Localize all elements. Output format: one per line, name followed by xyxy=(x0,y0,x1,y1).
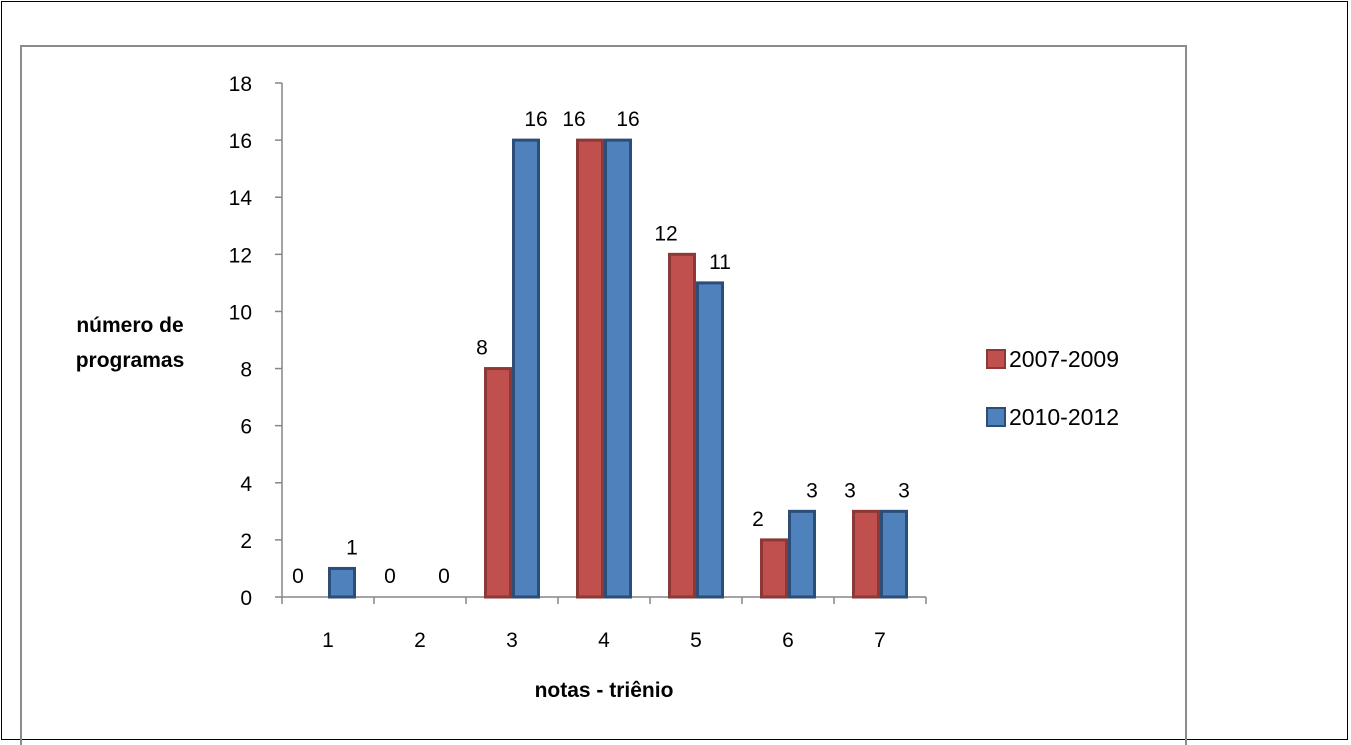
data-label: 16 xyxy=(616,108,639,131)
bar-2007-2009-6 xyxy=(760,538,788,599)
x-tick-label: 2 xyxy=(414,629,426,652)
bar-2010-2012-3 xyxy=(512,138,540,599)
y-tick-label: 14 xyxy=(229,187,253,210)
y-tick-label: 16 xyxy=(229,130,252,153)
x-tick-label: 7 xyxy=(874,629,886,652)
data-label: 0 xyxy=(384,565,396,588)
y-tick-label: 12 xyxy=(229,244,252,267)
y-tick-label: 18 xyxy=(229,73,252,96)
y-tick-label: 0 xyxy=(240,587,252,610)
data-label: 2 xyxy=(752,508,764,531)
x-tick-label: 3 xyxy=(506,629,518,652)
bar-2010-2012-5 xyxy=(696,281,724,599)
legend-swatch xyxy=(986,407,1006,427)
legend-label: 2010-2012 xyxy=(1009,404,1119,430)
data-label: 1 xyxy=(346,536,358,559)
data-label: 3 xyxy=(806,479,818,502)
x-tick-label: 1 xyxy=(322,629,334,652)
data-label: 0 xyxy=(292,565,304,588)
bar-2007-2009-5 xyxy=(668,252,696,599)
data-labels: 0 0 8 16 12 2 3 1 0 16 16 11 3 3 xyxy=(292,108,910,588)
y-tick-label: 2 xyxy=(240,530,252,553)
y-axis-title-line-2: programas xyxy=(76,349,185,372)
data-label: 16 xyxy=(524,108,547,131)
x-axis-title: notas - triênio xyxy=(535,679,674,702)
x-tick-label: 6 xyxy=(782,629,794,652)
legend-label: 2007-2009 xyxy=(1009,346,1119,372)
legend-swatch xyxy=(986,349,1006,369)
y-tick-label: 6 xyxy=(240,416,252,439)
data-label: 3 xyxy=(898,479,910,502)
data-label: 16 xyxy=(562,108,585,131)
data-label: 8 xyxy=(476,337,488,360)
y-tick-label: 10 xyxy=(229,301,252,324)
y-tick-label: 8 xyxy=(240,359,252,382)
bar-2007-2009-3 xyxy=(484,367,512,599)
y-tick-label: 4 xyxy=(240,473,252,496)
legend: 2007-2009 2010-2012 xyxy=(986,346,1119,430)
x-tick-label: 5 xyxy=(690,629,702,652)
bar-2010-2012-1 xyxy=(328,566,356,599)
bars xyxy=(328,138,908,599)
y-axis-title-line-1: número de xyxy=(76,314,183,337)
data-label: 3 xyxy=(844,479,856,502)
data-label: 0 xyxy=(438,565,450,588)
bar-2010-2012-6 xyxy=(788,509,816,599)
bar-2007-2009-7 xyxy=(852,509,880,599)
data-label: 12 xyxy=(654,222,677,245)
bar-2010-2012-7 xyxy=(880,509,908,599)
chart-frame xyxy=(20,45,1187,745)
x-tick-label: 4 xyxy=(598,629,610,652)
bar-2007-2009-4 xyxy=(576,138,604,599)
bar-2010-2012-4 xyxy=(604,138,632,599)
data-label: 11 xyxy=(709,251,731,274)
